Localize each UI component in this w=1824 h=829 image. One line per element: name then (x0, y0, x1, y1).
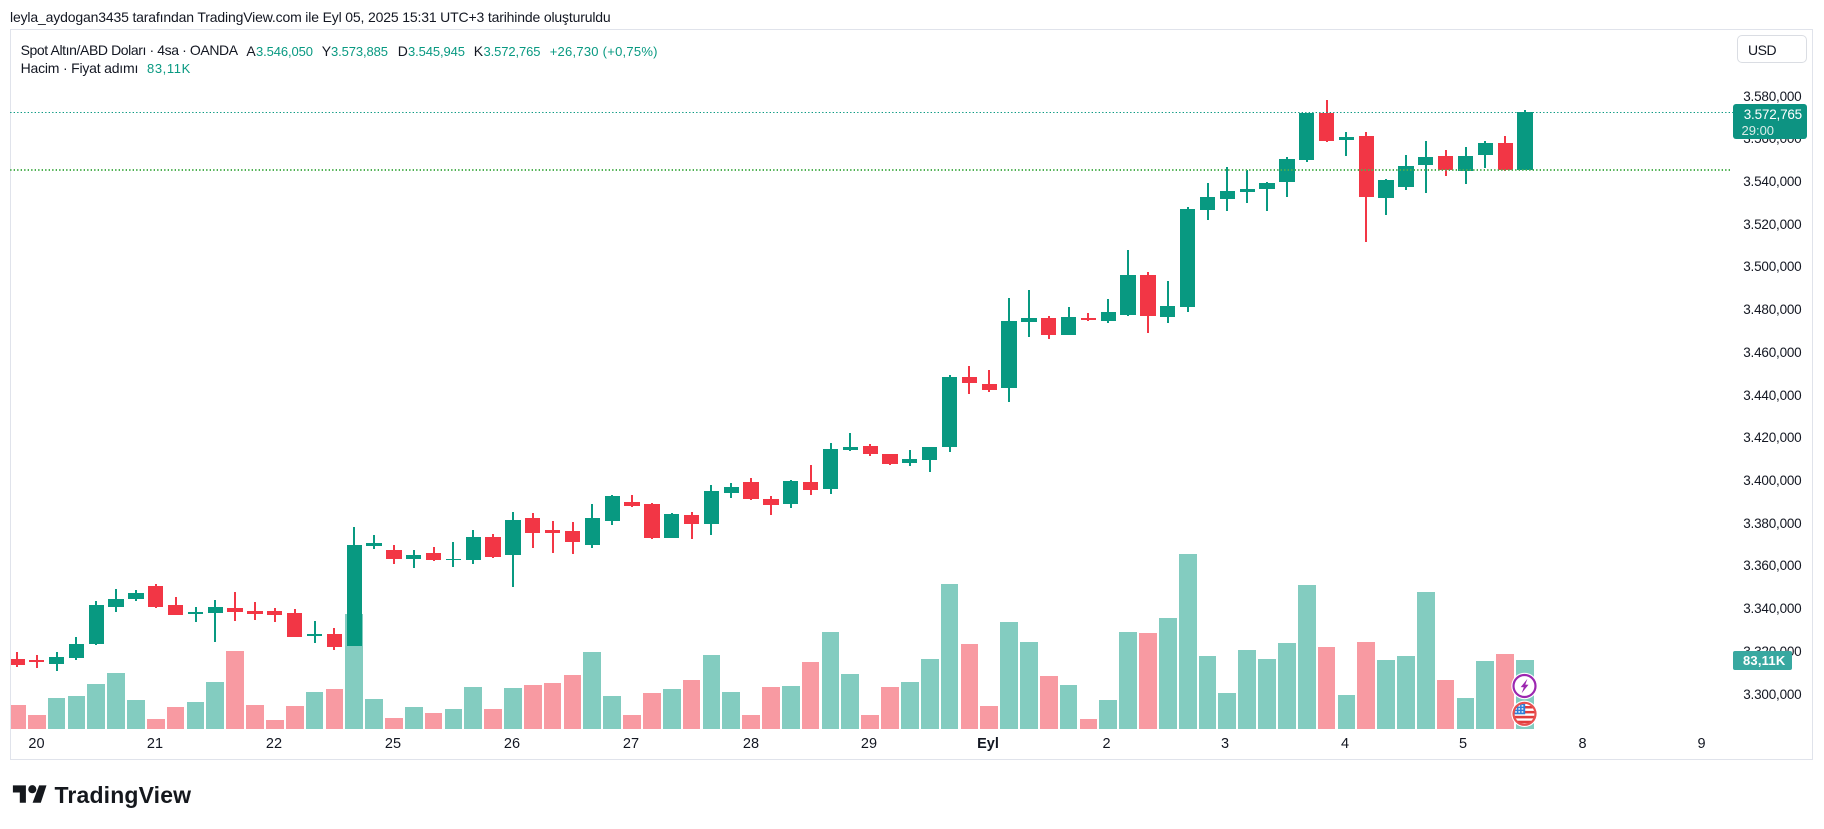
svg-text:TradingView: TradingView (55, 783, 192, 808)
